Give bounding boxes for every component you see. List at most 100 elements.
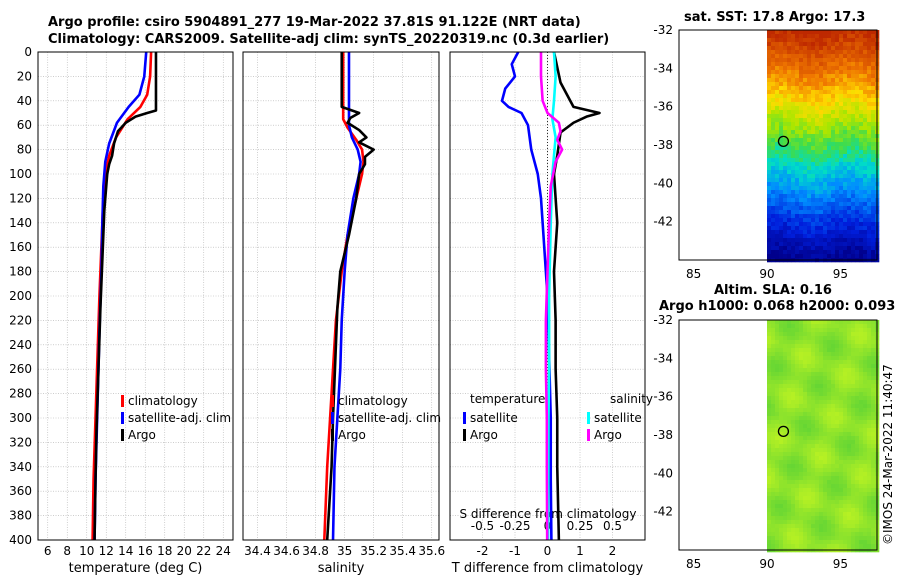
map-cell bbox=[819, 484, 824, 489]
map-cell bbox=[823, 202, 828, 207]
map-cell bbox=[803, 332, 808, 337]
map-cell bbox=[835, 444, 840, 449]
map-cell bbox=[803, 544, 808, 549]
map-cell bbox=[855, 130, 860, 135]
map-cell bbox=[807, 186, 812, 191]
map-cell bbox=[775, 118, 780, 123]
map-cell bbox=[803, 34, 808, 39]
map-cell bbox=[827, 432, 832, 437]
map-cell bbox=[767, 516, 772, 521]
map-cell bbox=[871, 352, 876, 357]
map-cell bbox=[823, 94, 828, 99]
map-cell bbox=[831, 412, 836, 417]
map-cell bbox=[799, 146, 804, 151]
map-cell bbox=[803, 476, 808, 481]
map-cell bbox=[823, 468, 828, 473]
map-cell bbox=[799, 324, 804, 329]
map-cell bbox=[775, 166, 780, 171]
map-cell bbox=[787, 158, 792, 163]
map-cell bbox=[779, 388, 784, 393]
map-cell bbox=[799, 182, 804, 187]
map-cell bbox=[779, 432, 784, 437]
map-cell bbox=[867, 324, 872, 329]
map-cell bbox=[867, 516, 872, 521]
map-cell bbox=[867, 388, 872, 393]
map-cell bbox=[767, 30, 772, 35]
map-cell bbox=[819, 42, 824, 47]
map-cell bbox=[779, 380, 784, 385]
map-cell bbox=[843, 250, 848, 255]
map-cell bbox=[771, 250, 776, 255]
map-cell bbox=[795, 392, 800, 397]
map-cell bbox=[783, 222, 788, 227]
map-cell bbox=[843, 82, 848, 87]
map-cell bbox=[791, 488, 796, 493]
map-cell bbox=[799, 94, 804, 99]
map-cell bbox=[811, 106, 816, 111]
map-cell bbox=[767, 206, 772, 211]
map-cell bbox=[871, 166, 876, 171]
map-cell bbox=[783, 452, 788, 457]
map-cell bbox=[867, 472, 872, 477]
map-cell bbox=[767, 150, 772, 155]
map-cell bbox=[799, 238, 804, 243]
map-cell bbox=[827, 150, 832, 155]
map-cell bbox=[795, 90, 800, 95]
map-cell bbox=[803, 42, 808, 47]
map-cell bbox=[835, 456, 840, 461]
map-cell bbox=[767, 352, 772, 357]
map-cell bbox=[779, 428, 784, 433]
panel-1-xtick-label: 6 bbox=[44, 544, 52, 558]
map-cell bbox=[815, 364, 820, 369]
map-cell bbox=[791, 364, 796, 369]
map-cell bbox=[787, 246, 792, 251]
map-cell bbox=[783, 38, 788, 43]
map-cell bbox=[779, 66, 784, 71]
map-cell bbox=[779, 182, 784, 187]
map-cell bbox=[831, 476, 836, 481]
map-cell bbox=[771, 332, 776, 337]
map-cell bbox=[795, 320, 800, 325]
map-cell bbox=[867, 94, 872, 99]
map-cell bbox=[839, 460, 844, 465]
map-cell bbox=[835, 544, 840, 549]
map-cell bbox=[867, 520, 872, 525]
map-cell bbox=[863, 352, 868, 357]
map-cell bbox=[803, 66, 808, 71]
map-cell bbox=[819, 532, 824, 537]
map-cell bbox=[859, 464, 864, 469]
map-cell bbox=[839, 428, 844, 433]
map-cell bbox=[843, 102, 848, 107]
map-cell bbox=[831, 436, 836, 441]
map-cell bbox=[799, 54, 804, 59]
map-cell bbox=[843, 226, 848, 231]
map-cell bbox=[823, 158, 828, 163]
map-cell bbox=[859, 484, 864, 489]
map-cell bbox=[783, 30, 788, 35]
map-cell bbox=[871, 360, 876, 365]
map-cell bbox=[847, 392, 852, 397]
map-cell bbox=[787, 130, 792, 135]
map-cell bbox=[871, 480, 876, 485]
map-cell bbox=[871, 126, 876, 131]
map-cell bbox=[847, 190, 852, 195]
map-cell bbox=[783, 372, 788, 377]
map-cell bbox=[795, 436, 800, 441]
map-cell bbox=[779, 102, 784, 107]
map-cell bbox=[859, 460, 864, 465]
map-cell bbox=[835, 30, 840, 35]
map-cell bbox=[803, 360, 808, 365]
map-cell bbox=[771, 126, 776, 131]
map-cell bbox=[791, 448, 796, 453]
map-cell bbox=[771, 86, 776, 91]
map-cell bbox=[843, 162, 848, 167]
map-cell bbox=[807, 170, 812, 175]
map-cell bbox=[791, 62, 796, 67]
map-cell bbox=[783, 142, 788, 147]
map-cell bbox=[847, 170, 852, 175]
map-cell bbox=[859, 118, 864, 123]
map-cell bbox=[803, 428, 808, 433]
map-cell bbox=[771, 336, 776, 341]
map-cell bbox=[863, 524, 868, 529]
map-cell bbox=[783, 352, 788, 357]
